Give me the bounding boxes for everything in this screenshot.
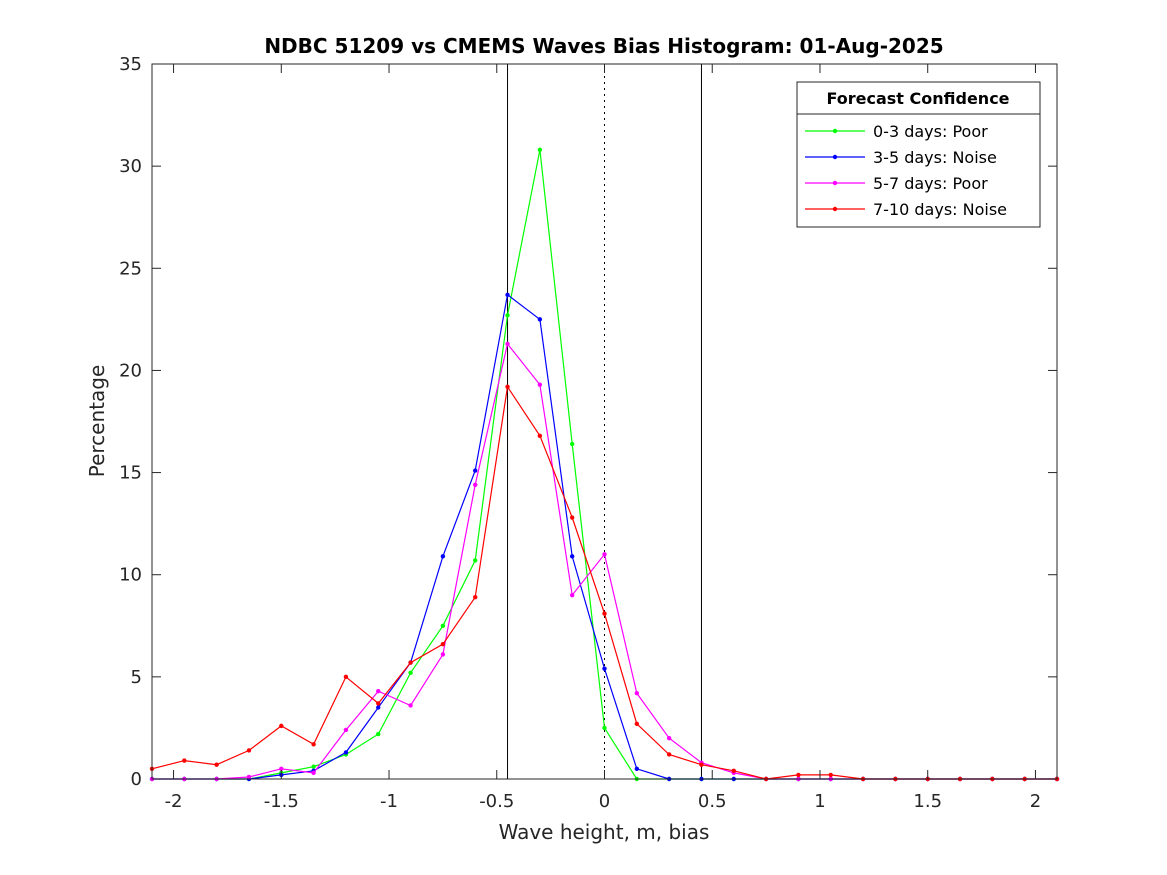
y-tick-label: 25 xyxy=(119,258,142,279)
data-point xyxy=(440,623,446,628)
data-point xyxy=(279,766,284,771)
data-point xyxy=(537,317,543,322)
data-point xyxy=(376,688,381,694)
data-point xyxy=(376,705,381,710)
data-point xyxy=(699,762,704,767)
y-tick-label: 30 xyxy=(119,156,142,177)
data-point xyxy=(408,660,413,665)
data-point xyxy=(376,701,381,706)
data-point xyxy=(440,554,446,559)
data-point xyxy=(569,441,575,447)
data-point xyxy=(246,774,252,780)
data-point xyxy=(473,558,478,563)
y-tick-label: 20 xyxy=(119,360,142,381)
y-tick-label: 35 xyxy=(119,54,142,75)
x-axis-label: Wave height, m, bias xyxy=(499,820,710,844)
data-point xyxy=(343,674,349,680)
x-tick-label: 2 xyxy=(1030,791,1041,812)
x-tick-label: -1 xyxy=(380,791,398,812)
data-point xyxy=(602,552,607,557)
data-point xyxy=(473,468,478,473)
legend-swatch-marker xyxy=(832,206,838,212)
chart-title: NDBC 51209 vs CMEMS Waves Bias Histogram… xyxy=(264,34,943,58)
data-point xyxy=(343,727,349,733)
legend-entry-label: 5-7 days: Poor xyxy=(873,174,988,193)
data-point xyxy=(731,768,736,774)
plot-frame xyxy=(151,63,1058,780)
data-point xyxy=(311,764,316,769)
data-point xyxy=(634,721,640,727)
data-point xyxy=(602,611,607,616)
data-point xyxy=(376,731,381,737)
data-point xyxy=(473,482,478,488)
x-tick-label: -2 xyxy=(165,791,183,812)
data-point xyxy=(473,594,478,600)
data-point xyxy=(505,292,510,298)
data-point xyxy=(602,666,607,671)
data-point xyxy=(666,735,672,741)
data-point xyxy=(569,515,575,520)
x-tick-label: -1.5 xyxy=(264,791,299,812)
data-point xyxy=(569,592,575,598)
data-point xyxy=(408,670,413,675)
data-point xyxy=(666,752,672,757)
y-tick-label: 15 xyxy=(119,463,142,484)
data-point xyxy=(828,772,833,778)
y-tick-label: 0 xyxy=(131,769,142,790)
data-point xyxy=(634,766,640,771)
data-point xyxy=(505,384,510,389)
legend-box xyxy=(796,81,1041,228)
data-point xyxy=(408,703,413,708)
y-tick-label: 5 xyxy=(131,667,142,688)
x-tick-label: 1.5 xyxy=(913,791,942,812)
data-point xyxy=(279,723,284,729)
data-point xyxy=(537,382,543,387)
legend-entry-label: 7-10 days: Noise xyxy=(873,200,1007,219)
legend-swatch-marker xyxy=(832,128,838,134)
data-point xyxy=(440,641,446,647)
legend-title: Forecast Confidence xyxy=(826,89,1009,108)
data-point xyxy=(602,725,607,731)
data-point xyxy=(537,147,543,152)
data-point xyxy=(505,341,510,347)
data-point xyxy=(214,762,219,767)
y-tick-label: 10 xyxy=(119,565,142,586)
y-axis-label: Percentage xyxy=(85,365,109,478)
x-tick-label: 1 xyxy=(814,791,825,812)
data-point xyxy=(182,758,187,763)
data-point xyxy=(246,748,252,753)
data-point xyxy=(311,742,316,747)
legend-entry-label: 0-3 days: Poor xyxy=(873,122,988,141)
x-tick-label: -0.5 xyxy=(479,791,514,812)
data-point xyxy=(537,433,543,438)
data-point xyxy=(440,652,446,657)
data-point xyxy=(634,691,640,696)
x-tick-label: 0.5 xyxy=(698,791,727,812)
legend-entry-label: 3-5 days: Noise xyxy=(873,148,997,167)
data-point xyxy=(343,750,349,755)
data-point xyxy=(796,772,801,778)
legend-swatch-marker xyxy=(832,154,838,160)
data-point xyxy=(569,554,575,559)
legend: Forecast Confidence 0-3 days: Poor 3-5 da… xyxy=(796,81,1041,228)
legend-swatch-marker xyxy=(832,180,838,186)
data-point xyxy=(311,770,316,776)
data-point xyxy=(505,313,510,318)
x-tick-label: 0 xyxy=(599,791,610,812)
